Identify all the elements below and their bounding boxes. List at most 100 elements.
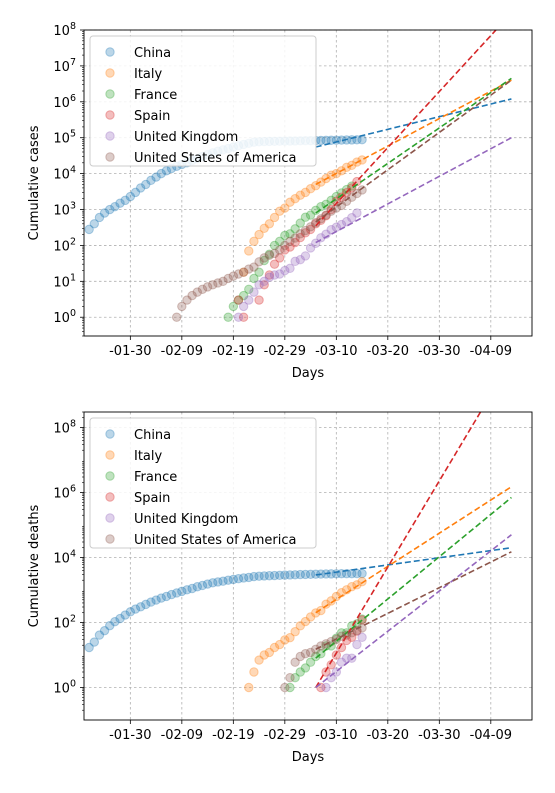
data-point <box>161 591 172 602</box>
data-point <box>244 682 254 693</box>
data-point <box>357 576 367 587</box>
y-tick-label: 103 <box>53 201 76 219</box>
data-point <box>300 569 311 580</box>
data-point <box>244 572 254 583</box>
y-tick-label: 106 <box>53 484 76 502</box>
data-point <box>326 225 336 235</box>
data-point <box>151 172 161 182</box>
data-point <box>300 251 311 261</box>
x-tick-label: -04-09 <box>470 728 512 743</box>
fit-line <box>315 79 512 186</box>
fit-line <box>315 98 512 148</box>
data-point <box>285 197 295 207</box>
data-point <box>202 282 213 292</box>
data-point <box>357 568 367 579</box>
y-axis-label: Cumulative cases <box>27 125 42 240</box>
data-point <box>295 569 305 580</box>
data-point <box>285 682 295 693</box>
data-point <box>249 262 259 272</box>
y-tick-label: 100 <box>53 308 76 326</box>
data-point <box>305 184 316 194</box>
x-tick-label: -03-10 <box>315 344 357 359</box>
plot-frame <box>83 411 533 721</box>
data-point <box>249 236 259 247</box>
legend-label: Spain <box>134 109 170 124</box>
fit-line <box>315 137 512 244</box>
data-point <box>295 667 305 677</box>
data-point <box>125 191 136 202</box>
x-axis-label: Days <box>292 366 325 381</box>
data-point <box>233 295 244 305</box>
data-point <box>259 276 269 287</box>
data-point <box>269 570 280 581</box>
y-tick-label: 104 <box>53 165 76 183</box>
data-point <box>161 166 172 176</box>
legend-label: United States of America <box>134 151 296 166</box>
data-point <box>94 630 105 640</box>
data-point <box>166 589 177 600</box>
data-point <box>341 217 352 227</box>
fit-line <box>315 412 482 688</box>
x-tick-label: -03-10 <box>315 728 357 743</box>
data-point <box>274 253 285 263</box>
chart-panel-2: -01-30 -02-09 -02-19 -02-29 -03-10 -03-20 -03-… <box>27 411 533 765</box>
data-point <box>192 582 202 592</box>
data-point <box>326 170 336 180</box>
data-point <box>321 667 331 677</box>
series-united-states-of-america <box>171 185 367 322</box>
data-point <box>336 657 347 667</box>
data-point <box>269 270 280 280</box>
data-point <box>151 595 161 605</box>
legend-label: China <box>134 428 171 443</box>
data-points <box>84 568 367 693</box>
x-tick-label: -03-30 <box>418 344 460 359</box>
data-point <box>202 579 213 589</box>
series-china <box>84 568 367 653</box>
data-point <box>285 673 295 683</box>
data-point <box>274 269 285 279</box>
data-point <box>305 210 316 220</box>
legend-marker <box>105 68 115 78</box>
y-tick-label: 102 <box>53 614 76 632</box>
legend: China Italy France Spain United Kingdom Unite… <box>89 35 317 167</box>
data-point <box>274 206 285 216</box>
data-point <box>274 245 285 255</box>
data-point <box>238 312 249 322</box>
data-point <box>233 573 244 584</box>
data-point <box>249 571 259 582</box>
data-point <box>357 135 367 145</box>
data-point <box>84 224 94 235</box>
data-point <box>264 270 275 280</box>
data-point <box>141 599 151 610</box>
legend-marker <box>105 534 115 544</box>
x-tick-label: -01-30 <box>109 728 151 743</box>
legend-label: United Kingdom <box>134 130 238 145</box>
legend-box <box>89 35 317 167</box>
data-point <box>280 203 290 213</box>
data-point <box>238 573 249 583</box>
x-tick-label: -02-19 <box>212 728 254 743</box>
data-point <box>295 255 305 265</box>
data-point <box>357 185 367 195</box>
data-point <box>218 576 228 586</box>
data-point <box>321 599 331 609</box>
chart-panel-1: -01-30 -02-09 -02-19 -02-29 -03-10 -03-20 -03-… <box>27 21 533 381</box>
data-point <box>269 240 280 251</box>
x-tick-label: -02-19 <box>212 344 254 359</box>
y-tick-label: 104 <box>53 549 76 567</box>
data-point <box>105 204 115 215</box>
data-point <box>249 273 259 284</box>
data-point <box>233 295 244 305</box>
data-point <box>89 219 99 229</box>
data-point <box>177 586 187 597</box>
data-point <box>264 571 275 581</box>
y-tick-label: 108 <box>53 21 76 39</box>
legend-marker <box>105 513 115 523</box>
legend-label: Spain <box>134 491 170 506</box>
fit-lines <box>315 412 512 689</box>
data-point <box>269 642 280 653</box>
data-point <box>305 612 316 622</box>
data-point <box>244 246 254 256</box>
data-point <box>269 259 280 269</box>
data-point <box>135 183 146 193</box>
